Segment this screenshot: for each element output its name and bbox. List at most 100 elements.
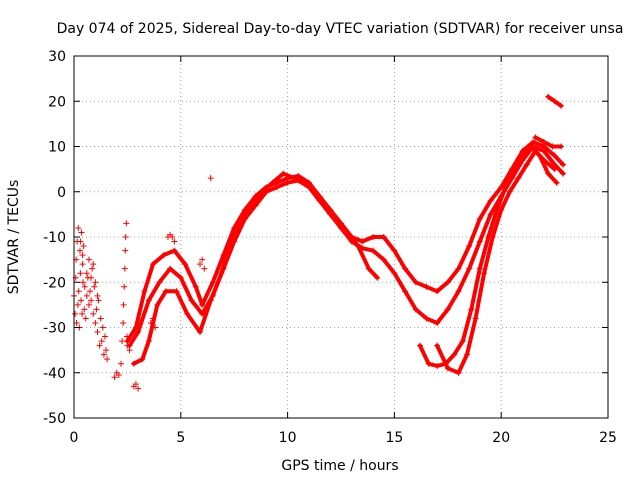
data-point <box>312 188 319 195</box>
data-point <box>94 292 101 299</box>
data-point <box>365 265 372 272</box>
data-point <box>98 338 105 345</box>
data-point <box>99 324 106 331</box>
data-point <box>551 152 558 159</box>
data-point <box>188 297 195 304</box>
data-point <box>85 256 92 263</box>
data-point <box>104 356 111 363</box>
data-point <box>370 247 377 254</box>
data-point <box>487 211 494 218</box>
data-point <box>489 234 496 240</box>
data-point <box>434 288 441 295</box>
data-point <box>80 243 87 250</box>
data-point <box>90 310 97 317</box>
data-point <box>540 138 547 145</box>
data-point <box>120 319 127 326</box>
tick-labels: 0 5 10 15 20 25 -50 -40 -30 -20 -10 0 10 20 30 <box>43 49 617 446</box>
data-point <box>218 270 225 277</box>
data-point <box>359 238 366 245</box>
data-point <box>269 179 276 186</box>
series-track-d <box>417 143 560 369</box>
data-point <box>139 356 146 363</box>
data-point <box>540 148 547 155</box>
data-point <box>79 261 86 268</box>
data-point <box>560 170 567 177</box>
data-point <box>444 279 451 286</box>
data-point <box>93 306 100 313</box>
data-point <box>78 297 85 304</box>
data-point <box>237 220 244 227</box>
data-point <box>511 166 518 173</box>
data-point <box>472 315 479 322</box>
data-point <box>74 301 81 308</box>
data-point <box>117 360 124 367</box>
data-series <box>71 93 567 392</box>
axis-ticks <box>73 55 609 419</box>
data-point <box>417 342 424 349</box>
data-point <box>558 102 565 109</box>
data-point <box>532 134 539 141</box>
data-point <box>333 215 340 222</box>
data-point <box>301 179 308 186</box>
y-tick-label: -30 <box>43 321 66 337</box>
x-tick-label: 10 <box>279 430 297 446</box>
data-point <box>123 220 130 227</box>
data-point <box>75 288 82 295</box>
data-point <box>284 179 291 186</box>
data-point <box>344 229 351 236</box>
data-point <box>162 288 169 295</box>
data-point <box>434 362 441 369</box>
data-point <box>145 297 152 304</box>
data-point <box>481 270 488 277</box>
data-point <box>226 243 233 250</box>
data-point <box>83 270 90 277</box>
y-tick-label: -50 <box>43 411 66 427</box>
x-tick-label: 5 <box>176 430 185 446</box>
data-point <box>91 283 98 290</box>
data-point <box>81 306 88 313</box>
y-tick-label: 20 <box>48 94 66 110</box>
data-point <box>197 329 204 336</box>
data-point <box>76 247 83 254</box>
data-point <box>355 243 362 250</box>
data-point <box>423 315 430 322</box>
data-point <box>173 288 180 295</box>
data-point <box>374 274 381 281</box>
data-point <box>423 283 430 290</box>
series-track-c <box>130 170 381 367</box>
data-point <box>451 351 458 358</box>
data-point <box>77 270 84 277</box>
data-point <box>207 175 214 182</box>
data-point <box>412 279 419 286</box>
data-point <box>528 143 535 150</box>
data-point <box>147 319 154 326</box>
data-point <box>540 157 547 164</box>
data-point <box>551 166 558 173</box>
data-point <box>380 256 387 263</box>
chart-title: Day 074 of 2025, Sidereal Day-to-day VTE… <box>57 21 624 37</box>
series-track-e <box>434 148 558 376</box>
data-point <box>487 197 494 204</box>
data-point <box>280 170 287 177</box>
data-point <box>434 319 441 326</box>
data-point <box>73 319 80 326</box>
data-point <box>171 247 178 254</box>
data-point <box>476 238 483 245</box>
data-point <box>402 288 409 295</box>
data-point <box>119 338 126 345</box>
data-point <box>135 329 142 336</box>
data-point <box>97 315 104 322</box>
data-point <box>115 372 122 379</box>
x-tick-label: 25 <box>599 430 617 446</box>
y-tick-label: -40 <box>43 366 66 382</box>
data-point <box>553 179 560 186</box>
data-point <box>121 283 128 290</box>
series-noise-mid <box>111 175 214 392</box>
data-point <box>455 288 462 295</box>
data-point <box>199 301 206 308</box>
data-point <box>476 265 483 272</box>
data-point <box>85 301 92 308</box>
data-point <box>72 310 79 317</box>
data-point <box>201 265 208 272</box>
data-point <box>82 315 89 322</box>
